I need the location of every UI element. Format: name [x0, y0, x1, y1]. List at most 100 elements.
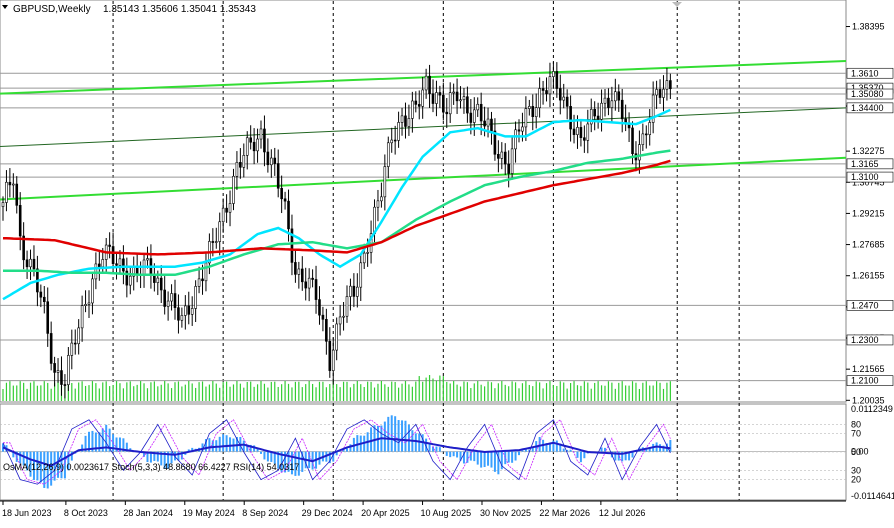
candle-body-133 [459, 99, 462, 102]
candle-body-80 [276, 163, 280, 189]
candle-body-131 [452, 91, 455, 94]
level-label-box-4 [846, 158, 894, 170]
candle-body-20 [70, 342, 74, 356]
level-label-3: 1.34400 [851, 103, 884, 113]
candle-body-126 [435, 92, 438, 104]
candle-body-25 [87, 302, 91, 305]
candle-body-170 [586, 123, 590, 141]
candle-body-49 [170, 293, 173, 302]
candle-body-112 [386, 142, 390, 167]
main-panel-frame [0, 0, 847, 403]
candle-body-2 [8, 181, 12, 186]
candle-body-78 [270, 157, 273, 166]
candle-body-79 [273, 157, 277, 164]
candle-body-110 [380, 196, 383, 202]
candle-body-135 [466, 96, 469, 114]
stoch-level-label-3: 30 [851, 465, 861, 475]
candle-body-134 [462, 96, 466, 101]
candle-body-84 [290, 228, 294, 263]
candle-body-37 [128, 275, 132, 286]
candle-body-31 [108, 244, 111, 247]
candle-body-36 [125, 270, 129, 286]
candle-body-87 [300, 268, 304, 283]
candle-body-138 [476, 103, 480, 111]
candle-body-83 [287, 200, 290, 230]
stoch-level-label-1: 70 [851, 429, 861, 439]
candle-body-101 [349, 285, 352, 297]
candle-body-137 [472, 109, 476, 123]
candle-body-48 [166, 300, 170, 307]
level-label-box-6 [846, 300, 894, 311]
mid-trend-line [0, 107, 847, 148]
candle-body-191 [658, 89, 662, 98]
candle-body-88 [304, 281, 308, 289]
time-tick-label-10: 12 Jul 2026 [599, 508, 646, 518]
candle-body-92 [318, 299, 321, 316]
symbol-timeframe: GBPUSD,Weekly [13, 4, 91, 15]
candle-body-99 [342, 315, 345, 318]
candle-body-149 [514, 129, 517, 150]
price-tick-label-2: 1.32275 [852, 146, 885, 156]
candle-body-169 [583, 137, 586, 141]
shift-marker-icon[interactable] [672, 2, 682, 7]
price-tick-label-10: 1.20035 [852, 395, 885, 405]
level-label-box-0 [846, 67, 894, 79]
candle-body-17 [60, 370, 63, 385]
candle-body-166 [572, 128, 576, 135]
candle-body-21 [73, 342, 77, 345]
candle-body-174 [600, 102, 603, 120]
candle-body-162 [558, 88, 562, 101]
price-tick-label-9: 1.21565 [852, 364, 885, 374]
candle-body-53 [184, 305, 187, 316]
time-tick-label-2: 28 Jan 2024 [123, 508, 173, 518]
candle-body-163 [562, 96, 566, 101]
stoch-level-label-0: 80 [851, 419, 861, 429]
candle-body-98 [338, 316, 342, 325]
candle-body-32 [111, 246, 115, 265]
candle-body-96 [331, 349, 335, 371]
stoch-main-line [2, 419, 671, 485]
candle-body-68 [235, 162, 239, 177]
vertical-grid [112, 1, 740, 500]
candle-body-24 [84, 304, 87, 306]
candle-body-147 [507, 163, 510, 174]
candle-body-45 [156, 277, 160, 283]
candle-body-15 [53, 363, 56, 373]
candle-body-187 [644, 133, 648, 136]
candle-body-185 [638, 144, 641, 161]
candle-body-85 [294, 262, 297, 275]
candle-body-4 [15, 183, 19, 206]
candle-body-116 [400, 115, 404, 123]
candle-body-141 [486, 118, 490, 127]
candle-body-176 [607, 97, 610, 108]
candle-body-129 [445, 111, 449, 115]
candle-body-74 [256, 138, 259, 152]
level-label-5: 1.3100 [851, 172, 879, 182]
time-tick-label-8: 30 Nov 2025 [480, 508, 531, 518]
candle-body-97 [335, 323, 338, 351]
candle-body-93 [321, 314, 325, 320]
candle-body-0 [1, 202, 5, 207]
candle-body-167 [576, 127, 579, 135]
volume-histogram [2, 375, 671, 401]
candle-body-94 [325, 319, 328, 342]
candle-body-100 [345, 296, 349, 317]
candle-body-82 [283, 198, 287, 202]
candle-body-3 [12, 183, 15, 186]
candle-body-125 [431, 93, 435, 104]
candle-body-177 [610, 100, 614, 108]
candle-body-120 [414, 100, 418, 105]
candle-body-188 [648, 122, 652, 135]
candle-body-161 [555, 71, 559, 89]
time-tick-label-7: 10 Aug 2025 [421, 508, 472, 518]
candle-body-42 [146, 258, 149, 261]
candle-body-173 [596, 115, 600, 120]
candle-body-145 [500, 151, 504, 159]
candle-body-65 [225, 207, 228, 213]
header-triangle-icon [2, 5, 8, 9]
candle-body-71 [245, 137, 249, 156]
rsi-line [2, 437, 671, 467]
candle-body-55 [190, 308, 194, 315]
